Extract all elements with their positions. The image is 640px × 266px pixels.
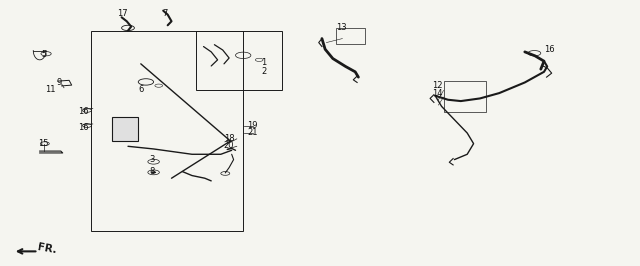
Text: 14: 14 (432, 89, 442, 98)
Bar (91, 31, 243, 231)
Text: 12: 12 (432, 81, 442, 90)
Text: 19: 19 (248, 120, 258, 130)
Circle shape (151, 171, 156, 173)
Text: 17: 17 (118, 9, 128, 18)
Text: 20: 20 (224, 141, 234, 150)
Text: 16: 16 (78, 107, 88, 116)
Bar (444, 81, 486, 112)
Text: 13: 13 (336, 23, 346, 32)
Text: 9: 9 (56, 78, 61, 87)
Text: 8: 8 (149, 167, 154, 176)
Text: 2: 2 (261, 67, 266, 76)
Text: 7: 7 (163, 9, 168, 18)
Bar (196, 31, 282, 90)
Text: 16: 16 (78, 123, 88, 132)
Text: 3: 3 (149, 155, 154, 164)
Text: 1: 1 (261, 58, 266, 67)
Bar (336, 28, 365, 44)
Bar (112, 117, 138, 141)
Text: 6: 6 (138, 85, 143, 94)
Text: 18: 18 (224, 134, 234, 143)
Text: 16: 16 (544, 45, 554, 54)
Text: FR.: FR. (37, 242, 58, 255)
Text: 21: 21 (248, 128, 258, 137)
Text: 15: 15 (38, 139, 49, 148)
Text: 5: 5 (41, 50, 46, 59)
Text: 11: 11 (45, 85, 55, 94)
